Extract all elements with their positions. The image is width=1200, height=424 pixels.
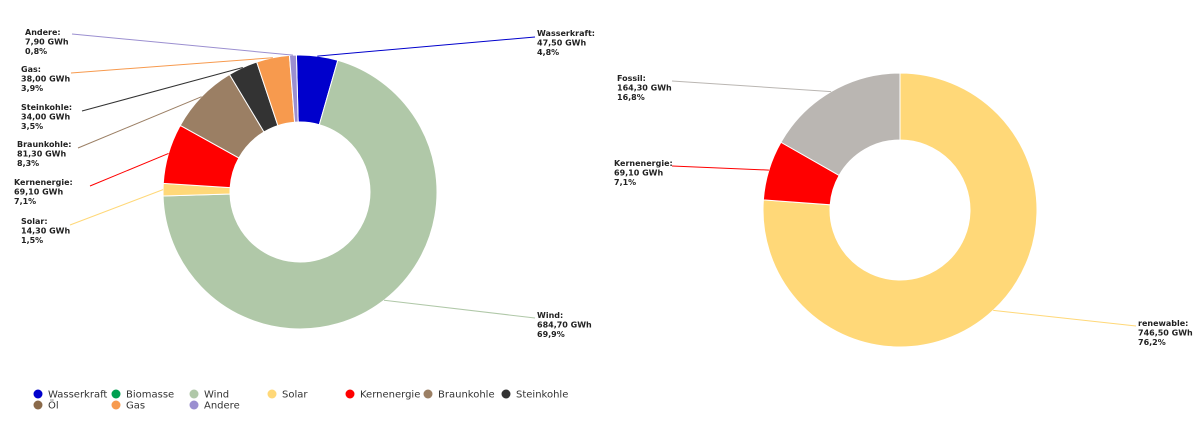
connector-fossil-2	[671, 80, 832, 93]
data-label-wind-1: Wind: 684,70 GWh 69,9%	[537, 311, 592, 339]
legend-marker-steinkohle	[501, 389, 511, 399]
legend-item-andere[interactable]: Andere	[189, 400, 240, 412]
legend-marker-gas	[111, 400, 121, 410]
legend-label-wasserkraft: Wasserkraft	[48, 390, 107, 401]
legend-item-solar[interactable]: Solar	[267, 389, 309, 401]
connector-kernenergie-2	[671, 165, 769, 171]
data-label-andere-1: Andere: 7,90 GWh 0,8%	[25, 28, 69, 56]
legend-label-gas: Gas	[126, 401, 145, 412]
legend-marker-wind	[189, 389, 199, 399]
legend-marker-wasserkraft	[33, 389, 43, 399]
legend-item-biomasse[interactable]: Biomasse	[111, 389, 175, 401]
legend-item-steinkohle[interactable]: Steinkohle	[501, 389, 569, 401]
connector-braunkohle-1	[77, 96, 202, 149]
connector-andere-1	[71, 33, 293, 56]
legend-label-solar: Solar	[282, 390, 308, 401]
legend-marker-kernenergie	[345, 389, 355, 399]
connector-renewable-2	[993, 309, 1137, 327]
legend-label-braunkohle: Braunkohle	[438, 390, 495, 401]
data-label-wasserkraft-1: Wasserkraft: 47,50 GWh 4,8%	[537, 29, 595, 57]
connector-steinkohle-1	[81, 67, 243, 112]
legend-item-oel[interactable]: Öl	[33, 399, 59, 412]
connector-solar-1	[69, 189, 164, 226]
legend-marker-solar	[267, 389, 277, 399]
legend-item-wind[interactable]: Wind	[189, 389, 230, 401]
legend-item-wasserkraft[interactable]: Wasserkraft	[33, 389, 108, 401]
legend-marker-andere	[189, 400, 199, 410]
legend-marker-oel	[33, 400, 43, 410]
slice-wind-1[interactable]	[162, 59, 438, 330]
connector-wind-1	[383, 299, 536, 319]
legend-label-wind: Wind	[204, 390, 229, 401]
data-label-kernenergie-1: Kernenergie: 69,10 GWh 7,1%	[14, 178, 73, 206]
legend-label-andere: Andere	[204, 401, 240, 412]
data-label-kernenergie-2: Kernenergie: 69,10 GWh 7,1%	[614, 159, 673, 187]
legend-item-gas[interactable]: Gas	[111, 400, 146, 412]
connector-wasserkraft-1	[317, 36, 536, 57]
data-label-gas-1: Gas: 38,00 GWh 3,9%	[21, 65, 70, 93]
data-label-renewable-2: renewable: 746,50 GWh 76,2%	[1138, 319, 1193, 347]
donut-chart-1: Wasserkraft: 47,50 GWh 4,8% Wind: 684,70 GWh…	[14, 28, 595, 339]
data-label-solar-1: Solar: 14,30 GWh 1,5%	[21, 217, 70, 245]
legend-marker-biomasse	[111, 389, 121, 399]
data-label-braunkohle-1: Braunkohle: 81,30 GWh 8,3%	[17, 140, 72, 168]
slice-fossil-2[interactable]	[780, 72, 901, 177]
connector-kernenergie-1	[89, 152, 169, 187]
legend-marker-braunkohle	[423, 389, 433, 399]
legend-item-braunkohle[interactable]: Braunkohle	[423, 389, 495, 401]
data-label-steinkohle-1: Steinkohle: 34,00 GWh 3,5%	[21, 103, 72, 131]
donut-chart-2: renewable: 746,50 GWh 76,2% Kernenergie: 69,…	[614, 72, 1193, 348]
data-label-fossil-2: Fossil: 164,30 GWh 16,8%	[617, 74, 672, 102]
legend-label-biomasse: Biomasse	[126, 390, 174, 401]
legend-label-kernenergie: Kernenergie	[360, 390, 420, 401]
legend-label-oel: Öl	[48, 399, 59, 412]
slice-renewable-2[interactable]	[762, 72, 1038, 348]
legend-item-kernenergie[interactable]: Kernenergie	[345, 389, 421, 401]
legend-label-steinkohle: Steinkohle	[516, 390, 568, 401]
legend: Wasserkraft Biomasse Wind Solar Kernenergie B…	[33, 389, 569, 412]
connector-gas-1	[70, 57, 273, 74]
